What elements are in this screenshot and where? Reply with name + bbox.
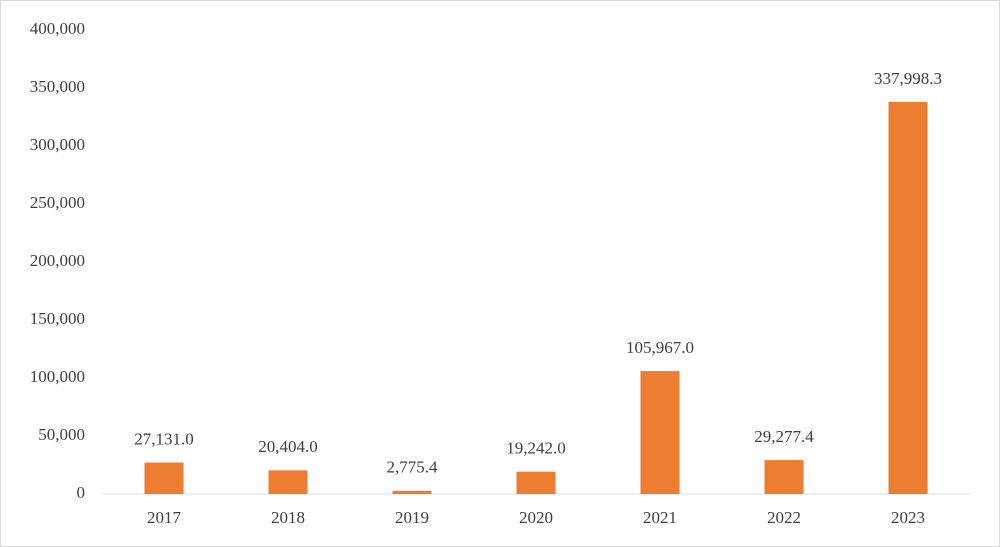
bar	[888, 101, 928, 495]
x-tick-label: 2023	[891, 508, 925, 527]
y-tick-label: 0	[77, 483, 86, 502]
bar	[764, 460, 804, 494]
y-tick-label: 50,000	[38, 425, 85, 444]
x-tick-label: 2018	[271, 508, 305, 527]
value-label: 19,242.0	[506, 439, 566, 458]
x-tick-label: 2022	[767, 508, 801, 527]
y-tick-label: 150,000	[30, 309, 85, 328]
y-tick-label: 400,000	[30, 19, 85, 38]
bar	[392, 490, 432, 494]
bar	[144, 462, 184, 494]
y-tick-label: 100,000	[30, 367, 85, 386]
x-tick-label: 2021	[643, 508, 677, 527]
x-tick-label: 2019	[395, 508, 429, 527]
x-tick-label: 2020	[519, 508, 553, 527]
value-label: 2,775.4	[387, 458, 439, 477]
y-tick-label: 350,000	[30, 77, 85, 96]
bar	[640, 371, 680, 494]
value-label: 337,998.3	[874, 69, 942, 88]
value-label: 20,404.0	[258, 437, 318, 456]
value-label: 27,131.0	[134, 429, 194, 448]
x-tick-label: 2017	[147, 508, 182, 527]
y-tick-label: 300,000	[30, 135, 85, 154]
value-label: 105,967.0	[626, 338, 694, 357]
bar	[516, 471, 556, 494]
value-label: 29,277.4	[754, 427, 814, 446]
bar	[268, 470, 308, 494]
y-tick-label: 200,000	[30, 251, 85, 270]
y-tick-label: 250,000	[30, 193, 85, 212]
